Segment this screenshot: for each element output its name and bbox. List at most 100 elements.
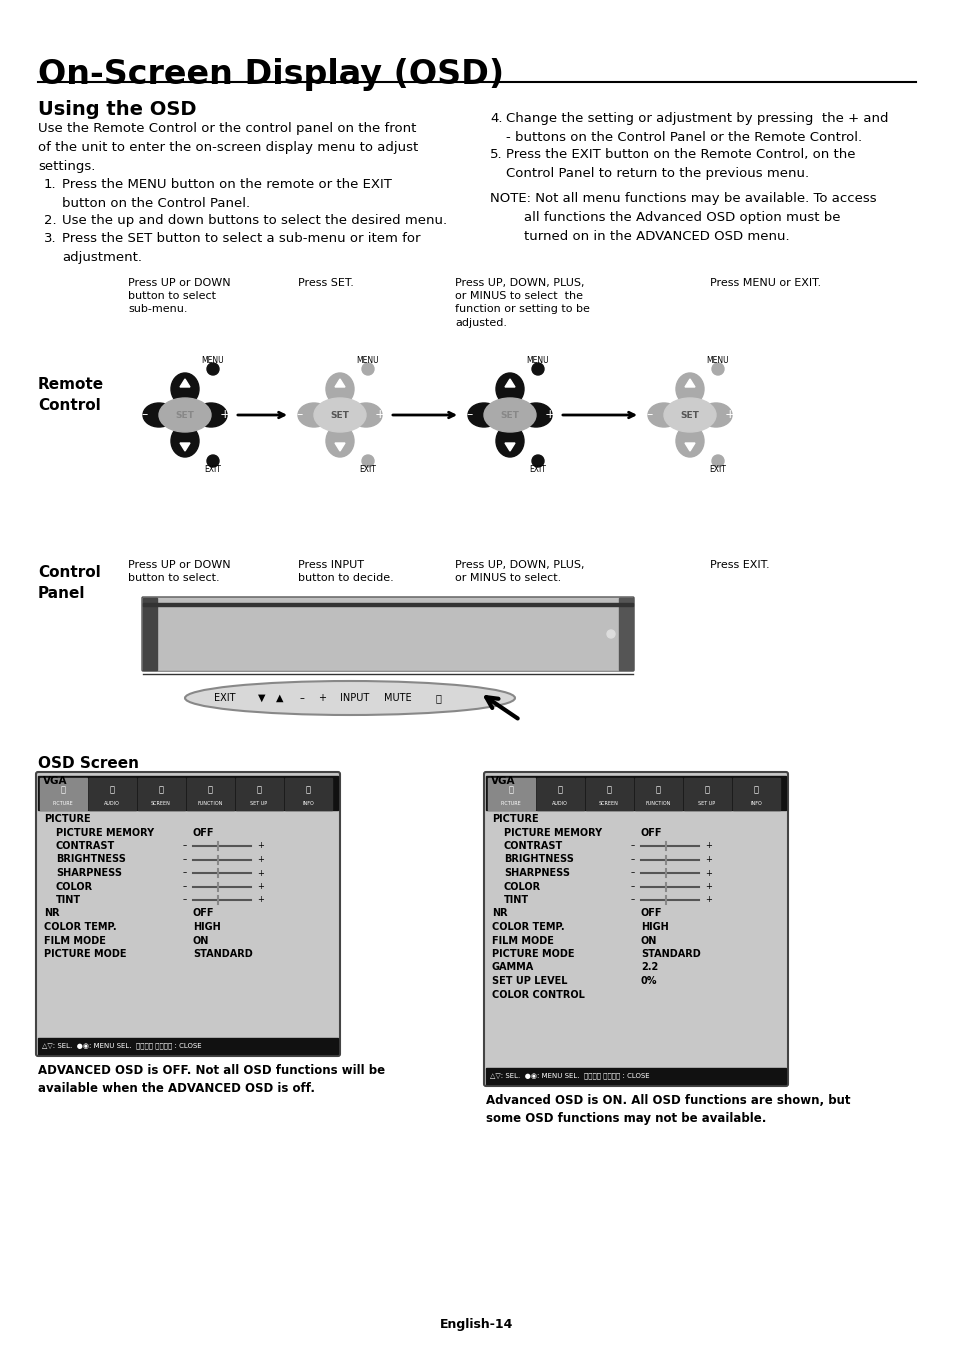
Ellipse shape [700, 404, 731, 427]
Text: Press UP, DOWN, PLUS,
or MINUS to select.: Press UP, DOWN, PLUS, or MINUS to select… [455, 560, 584, 583]
Text: AUDIO: AUDIO [552, 801, 567, 806]
Text: HIGH: HIGH [640, 922, 668, 931]
Ellipse shape [194, 404, 227, 427]
Text: ON: ON [640, 936, 657, 945]
Text: ⬛: ⬛ [557, 786, 562, 795]
Text: MENU: MENU [356, 356, 379, 365]
Text: PICTURE: PICTURE [44, 814, 91, 824]
Text: VGA: VGA [491, 776, 515, 786]
Text: OFF: OFF [640, 828, 661, 837]
Text: COLOR: COLOR [503, 882, 540, 891]
Text: SCREEN: SCREEN [598, 801, 618, 806]
Text: +: + [704, 882, 711, 891]
Text: EXIT: EXIT [214, 693, 235, 703]
Text: On-Screen Display (OSD): On-Screen Display (OSD) [38, 58, 503, 90]
Text: Using the OSD: Using the OSD [38, 100, 196, 119]
Text: ⬛: ⬛ [60, 786, 66, 795]
Text: INFO: INFO [302, 801, 314, 806]
Text: Press the MENU button on the remote or the EXIT
button on the Control Panel.: Press the MENU button on the remote or t… [62, 178, 392, 211]
FancyBboxPatch shape [36, 772, 339, 1056]
Text: SHARPNESS: SHARPNESS [503, 868, 569, 878]
Text: Control
Panel: Control Panel [38, 566, 101, 601]
Text: TINT: TINT [56, 895, 81, 905]
Ellipse shape [161, 400, 209, 431]
Ellipse shape [519, 404, 552, 427]
Text: 1.: 1. [44, 178, 56, 190]
Bar [40, 778, 87, 810]
Text: –: – [183, 882, 187, 891]
Text: +: + [724, 409, 735, 421]
Text: 4.: 4. [490, 112, 502, 126]
Text: Press UP, DOWN, PLUS,
or MINUS to select  the
function or setting to be
adjusted: Press UP, DOWN, PLUS, or MINUS to select… [455, 278, 589, 328]
Text: SET UP: SET UP [251, 801, 267, 806]
Ellipse shape [676, 373, 703, 405]
Bar [138, 778, 185, 810]
Text: –: – [142, 409, 148, 421]
Text: INFO: INFO [749, 801, 761, 806]
Text: ⬛: ⬛ [703, 786, 709, 795]
Text: COLOR TEMP.: COLOR TEMP. [492, 922, 564, 931]
Polygon shape [335, 379, 345, 387]
Polygon shape [180, 379, 190, 387]
Text: Press UP or DOWN
button to select
sub-menu.: Press UP or DOWN button to select sub-me… [128, 278, 231, 315]
Text: Press the EXIT button on the Remote Control, on the
Control Panel to return to t: Press the EXIT button on the Remote Cont… [505, 148, 855, 180]
Text: EXIT: EXIT [204, 464, 221, 474]
Text: Press UP or DOWN
button to select.: Press UP or DOWN button to select. [128, 560, 231, 583]
Ellipse shape [496, 373, 523, 405]
Text: BRIGHTNESS: BRIGHTNESS [503, 855, 574, 864]
Text: MENU: MENU [201, 356, 224, 365]
Text: FUNCTION: FUNCTION [197, 801, 222, 806]
Bar [38, 1038, 337, 1054]
Text: OFF: OFF [640, 909, 661, 918]
Ellipse shape [663, 398, 716, 432]
Text: CONTRAST: CONTRAST [503, 841, 562, 850]
Ellipse shape [647, 404, 679, 427]
Text: +: + [544, 409, 555, 421]
Circle shape [711, 363, 723, 375]
Bar [485, 1068, 785, 1084]
Text: +: + [704, 895, 711, 905]
Text: CONTRAST: CONTRAST [56, 841, 115, 850]
Text: English-14: English-14 [440, 1318, 513, 1331]
Polygon shape [180, 443, 190, 451]
Ellipse shape [315, 400, 364, 431]
Bar [285, 778, 332, 810]
Circle shape [361, 363, 374, 375]
Text: +: + [219, 409, 230, 421]
Circle shape [361, 455, 374, 467]
Bar [485, 776, 785, 810]
Text: TINT: TINT [503, 895, 529, 905]
Text: OSD Screen: OSD Screen [38, 756, 139, 771]
Text: –: – [646, 409, 653, 421]
Polygon shape [684, 379, 695, 387]
Ellipse shape [159, 398, 211, 432]
Text: SET: SET [331, 410, 349, 420]
Text: Press INPUT
button to decide.: Press INPUT button to decide. [297, 560, 394, 583]
Text: –: – [296, 409, 303, 421]
Text: NR: NR [44, 909, 59, 918]
Text: ⬛: ⬛ [655, 786, 659, 795]
Text: PICTURE: PICTURE [52, 801, 73, 806]
Text: +: + [256, 841, 264, 850]
Text: PICTURE MEMORY: PICTURE MEMORY [56, 828, 154, 837]
Text: 2.2: 2.2 [640, 963, 658, 972]
Ellipse shape [185, 680, 515, 716]
Bar [488, 778, 535, 810]
Text: Remote
Control: Remote Control [38, 377, 104, 413]
Text: +: + [256, 882, 264, 891]
Text: PICTURE: PICTURE [492, 814, 538, 824]
Text: Press EXIT.: Press EXIT. [709, 560, 769, 570]
Text: Press the SET button to select a sub-menu or item for
adjustment.: Press the SET button to select a sub-men… [62, 232, 420, 265]
Text: EXIT: EXIT [529, 464, 546, 474]
Text: SET: SET [679, 410, 699, 420]
Ellipse shape [171, 425, 199, 458]
Ellipse shape [326, 425, 354, 458]
Text: ⬛: ⬛ [753, 786, 758, 795]
Text: +: + [704, 868, 711, 878]
Text: SET UP: SET UP [698, 801, 715, 806]
Bar [683, 778, 730, 810]
Text: –: – [183, 868, 187, 878]
Text: –: – [183, 855, 187, 864]
Polygon shape [504, 379, 515, 387]
Polygon shape [684, 443, 695, 451]
